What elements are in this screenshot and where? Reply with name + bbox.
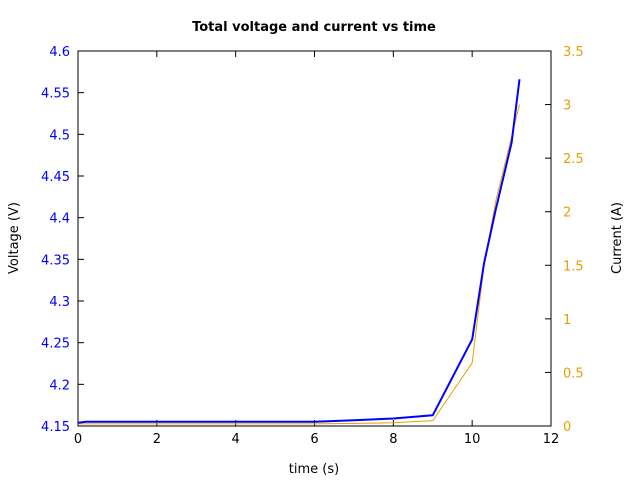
right-y-tick-label: 0	[563, 420, 571, 435]
right-y-tick-label: 2.5	[563, 152, 584, 167]
left-y-axis-label: Voltage (V)	[7, 202, 22, 274]
x-tick-label: 4	[232, 432, 240, 447]
series-group	[77, 79, 521, 425]
right-y-tick-label: 2	[563, 206, 571, 221]
left-y-tick-label: 4.45	[41, 170, 70, 185]
right-y-axis-label: Current (A)	[610, 202, 625, 274]
plot-frame	[77, 50, 552, 427]
x-tick-label: 6	[310, 432, 318, 447]
left-y-tick-label: 4.25	[41, 337, 70, 352]
x-axis: 0 2 4 6 8 10 12	[74, 51, 559, 447]
current-line	[78, 104, 520, 425]
left-y-tick-label: 4.2	[49, 378, 70, 393]
left-y-tick-label: 4.3	[49, 295, 70, 310]
left-y-tick-label: 4.4	[49, 212, 70, 227]
x-tick-label: 12	[543, 432, 560, 447]
left-y-axis: 4.15 4.2 4.25 4.3 4.35 4.4 4.45 4.5 4.55 4.6	[41, 45, 84, 435]
left-y-tick-label: 4.5	[49, 128, 70, 143]
x-tick-label: 8	[389, 432, 397, 447]
x-tick-label: 10	[464, 432, 481, 447]
chart-title: Total voltage and current vs time	[192, 20, 436, 35]
x-axis-label: time (s)	[289, 462, 339, 477]
right-y-axis: 0 0.5 1 1.5 2 2.5 3 3.5	[545, 45, 584, 435]
right-y-tick-label: 1.5	[563, 259, 584, 274]
voltage-line	[77, 79, 521, 424]
right-y-tick-label: 1	[563, 313, 571, 328]
left-y-tick-label: 4.35	[41, 253, 70, 268]
left-y-tick-label: 4.15	[41, 420, 70, 435]
right-y-tick-label: 3.5	[563, 45, 584, 60]
right-y-tick-label: 3	[563, 99, 571, 114]
left-y-tick-label: 4.6	[49, 45, 70, 60]
left-y-tick-label: 4.55	[41, 87, 70, 102]
x-tick-label: 2	[153, 432, 161, 447]
x-tick-label: 0	[74, 432, 82, 447]
right-y-tick-label: 0.5	[563, 366, 584, 381]
